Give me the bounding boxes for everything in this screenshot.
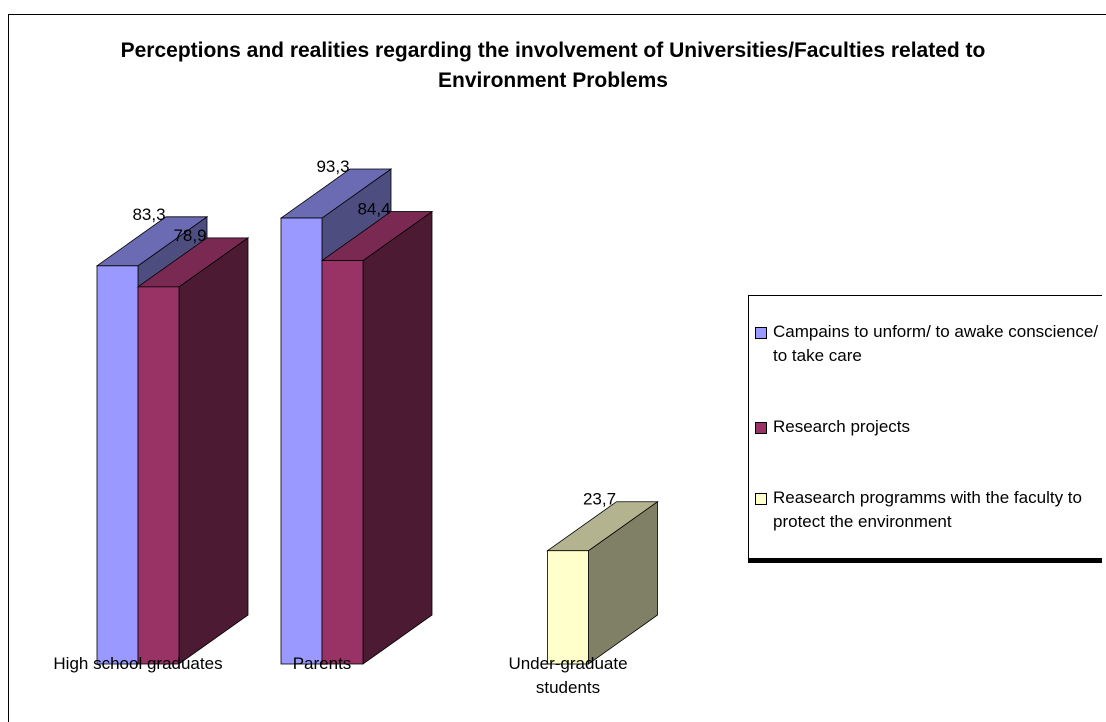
legend-entry: Reasearch programms with the faculty to … (755, 486, 1102, 534)
legend: Campains to unform/ to awake conscience/… (748, 295, 1102, 559)
x-tick-label: Parents (292, 654, 352, 673)
bar-side (362, 210, 433, 665)
bar (280, 217, 323, 665)
chart-title: Perceptions and realities regarding the … (120, 39, 986, 92)
bar (547, 550, 589, 665)
legend-label: Research projects (773, 416, 911, 436)
legend-swatch (755, 493, 767, 506)
legend-entry: Research projects (755, 415, 1102, 439)
legend-entry: Campains to unform/ to awake conscience/… (755, 320, 1102, 368)
x-tick-label: High school graduates (53, 654, 223, 673)
value-label: 93,3 (316, 157, 349, 176)
value-label: 23,7 (583, 490, 616, 509)
frame (8, 14, 1106, 722)
legend-label: Reasearch programms with the faculty to … (773, 488, 1082, 532)
x-tick-label: Under-graduate students (508, 654, 628, 697)
bar (137, 286, 180, 665)
bar (96, 265, 139, 665)
value-label: 78,9 (173, 226, 206, 245)
value-label: 84,4 (357, 200, 390, 219)
bar (321, 260, 364, 665)
legend-swatch (755, 326, 767, 339)
legend-label: Campains to unform/ to awake conscience/… (773, 321, 1099, 365)
value-label: 83,3 (132, 205, 165, 224)
bar-side (178, 237, 249, 665)
legend-swatch (755, 421, 767, 434)
